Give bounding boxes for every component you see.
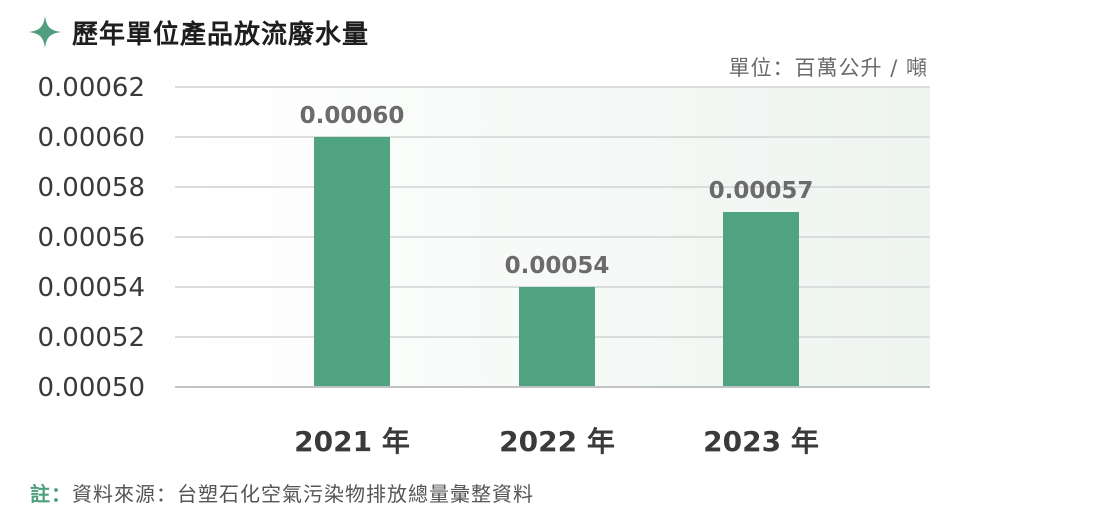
y-tick-label: 0.00062	[37, 73, 145, 103]
bar	[519, 287, 595, 387]
bar-value-label: 0.00054	[505, 253, 610, 279]
title-row: 歷年單位產品放流廢水量	[28, 12, 369, 52]
x-axis-ticks: 2021 年 2022 年 2023 年	[294, 425, 819, 458]
bars	[314, 137, 799, 387]
unit-label: 單位：百萬公升 / 噸	[728, 56, 928, 80]
x-tick-label: 2022 年	[499, 425, 615, 458]
y-tick-label: 0.00052	[37, 323, 145, 353]
bar	[723, 212, 799, 387]
x-tick-label: 2023 年	[703, 425, 819, 458]
y-tick-label: 0.00054	[37, 273, 145, 303]
bar	[314, 137, 390, 387]
footnote-label: 註：	[30, 482, 72, 506]
chart-title: 歷年單位產品放流廢水量	[72, 19, 370, 50]
y-tick-label: 0.00058	[37, 173, 145, 203]
footnote: 註：資料來源：台塑石化空氣污染物排放總量彙整資料	[30, 478, 534, 507]
y-tick-label: 0.00060	[37, 123, 145, 153]
value-labels: 0.00060 0.00054 0.00057	[300, 103, 814, 279]
y-tick-label: 0.00050	[37, 373, 145, 403]
footnote-text: 資料來源：台塑石化空氣污染物排放總量彙整資料	[72, 482, 534, 506]
x-tick-label: 2021 年	[294, 425, 410, 458]
y-tick-label: 0.00056	[37, 223, 145, 253]
sparkle-icon	[29, 16, 61, 48]
bar-value-label: 0.00060	[300, 103, 405, 129]
y-axis-ticks: 0.00050 0.00052 0.00054 0.00056 0.00058 0.000…	[37, 73, 145, 403]
bar-value-label: 0.00057	[709, 178, 814, 204]
